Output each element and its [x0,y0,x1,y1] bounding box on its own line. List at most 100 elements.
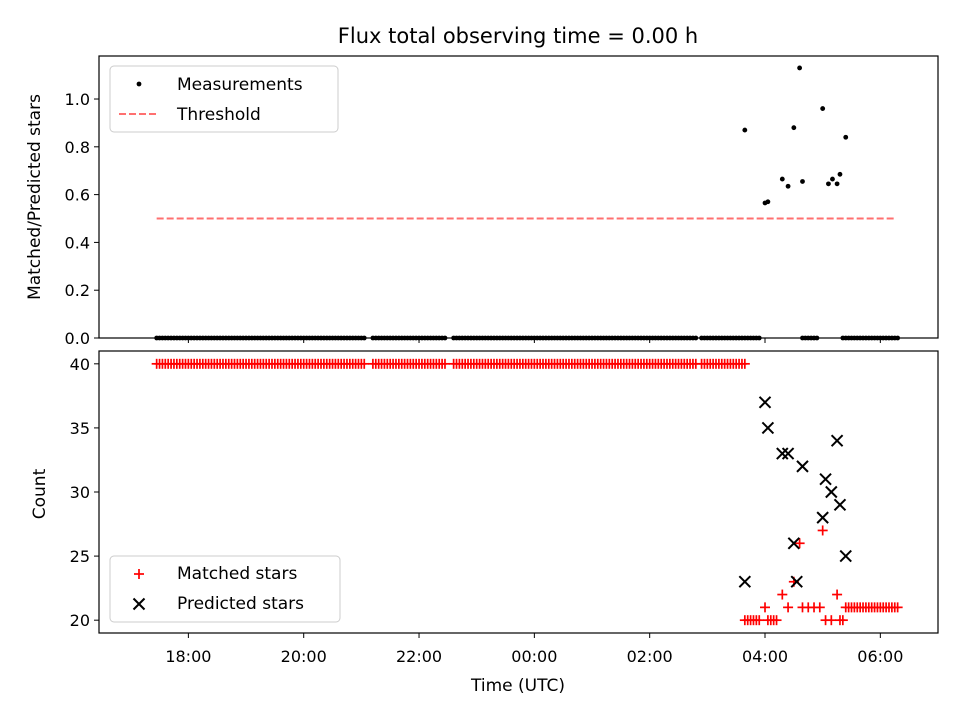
legend-predicted-marker [132,597,146,611]
x-tick-label: 22:00 [396,647,442,666]
x-marker-b [819,472,832,486]
measurement-point [742,127,748,133]
matched-star-point [777,589,788,600]
measurement-point [791,125,797,131]
matched-star-point [739,358,750,369]
x-marker-b [781,447,795,460]
predicted-star-point [761,421,775,435]
legend-matched-marker [134,569,144,579]
data-marks [154,65,901,341]
predicted-star-point [825,485,838,499]
measurement-point [693,335,699,341]
y-tick-label: 25 [70,547,90,566]
y-tick-label: 0.2 [65,281,90,300]
y-tick-label: 30 [70,483,90,502]
matched-star-point [826,615,837,626]
x-tick-label: 02:00 [627,647,673,666]
measurement-point [779,176,785,182]
y-axis-label: Matched/Predicted stars [25,94,45,300]
y-tick-label: 40 [70,355,90,374]
x-marker-b [816,511,829,524]
predicted-star-point [796,460,809,473]
x-tick-label: 20:00 [281,647,327,666]
legend-measurements-marker [136,81,142,87]
chart-title: Flux total observing time = 0.00 h [338,24,698,48]
matched-star-point [439,358,450,369]
measurement-point [797,65,803,71]
measurement-point [785,183,791,189]
predicted-star-point [816,511,829,524]
x-marker-b [825,485,838,499]
matched-star-point [832,589,843,600]
predicted-star-point [819,472,832,486]
y-tick-label: 0.6 [65,186,90,205]
measurement-point [830,176,835,182]
measurement-point [820,106,826,111]
measurement-point [800,179,805,184]
predicted-star-point [790,575,803,588]
ratio-panel: 0.0 0.2 0.4 0.6 0.8 1.0 Matched/Predicted star… [25,55,939,348]
predicted-star-point [758,396,772,409]
x-marker-b [796,460,809,473]
x-marker-b [787,537,801,550]
y-tick-label: 0.0 [65,329,90,348]
x-tick-label: 04:00 [742,647,788,666]
measurement-point [837,171,843,177]
y-tick-label: 35 [70,419,90,438]
matched-star-point [794,538,805,549]
legend-box [109,65,339,133]
data-marks [151,358,903,626]
matched-star-point [359,358,370,369]
matched-star-point [817,525,828,536]
count-panel: 20 25 30 35 40 18:00 20:00 22:00 00:00 02:00 04:00… [30,350,939,666]
y-tick-label: 0.4 [65,233,90,252]
y-tick-label: 0.8 [65,138,90,157]
measurement-point [843,134,849,140]
predicted-star-point [833,498,847,512]
legend-predicted-label: Predicted stars [177,594,304,614]
legend: Measurements Threshold [109,65,339,133]
y-axis-label: Count [30,468,50,519]
x-marker-b [776,447,789,460]
matched-star-point [754,615,765,626]
x-marker-b [830,434,844,447]
legend-measurements-label: Measurements [177,75,303,95]
x-marker-b [833,498,847,512]
predicted-star-point [839,549,852,563]
x-marker-b [790,575,803,588]
measurement-point [765,199,771,205]
measurement-point [895,335,901,341]
x-marker-b [839,549,852,563]
legend: Matched stars Predicted stars [109,555,341,623]
measurement-point [826,181,831,187]
x-tick-label: 18:00 [165,647,211,666]
measurement-point [756,335,762,341]
matched-star-point [837,615,848,626]
predicted-star-point [776,447,789,460]
legend-box [109,555,341,623]
matched-star-point [783,602,794,613]
predicted-star-point [830,434,844,447]
y-tick-label: 20 [70,611,90,630]
legend-matched-label: Matched stars [177,564,297,584]
measurement-point [814,335,820,341]
y-tick-label: 1.0 [65,90,90,109]
x-tick-label: 06:00 [857,647,903,666]
predicted-star-point [781,447,795,460]
matched-star-point [760,602,771,613]
x-tick-label: 00:00 [511,647,557,666]
measurement-point [834,181,840,187]
predicted-star-point [738,575,752,588]
measurement-point [361,335,367,341]
x-marker-b [132,597,146,611]
measurement-point [442,335,448,341]
x-marker-b [761,421,775,435]
matched-star-point [892,602,903,613]
matched-star-point [771,615,782,626]
predicted-star-point [787,537,801,550]
x-axis-label: Time (UTC) [470,676,565,696]
x-marker-b [738,575,752,588]
legend-threshold-label: Threshold [176,105,261,125]
matched-star-point [814,602,825,613]
